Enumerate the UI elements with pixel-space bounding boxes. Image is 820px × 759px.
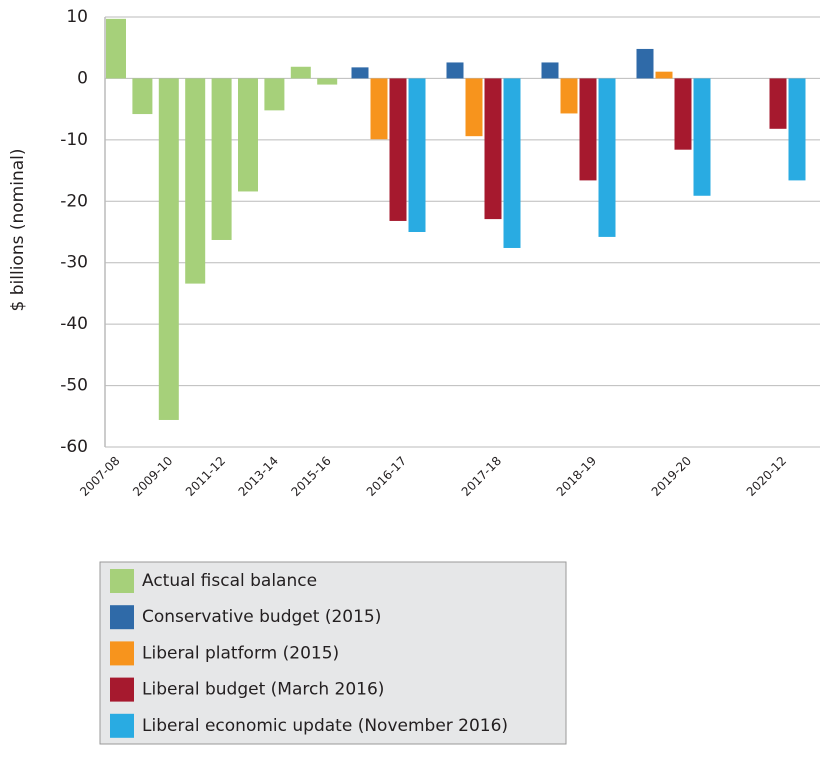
- bar: [238, 78, 258, 192]
- y-tick-label: -20: [60, 191, 88, 211]
- bar: [317, 78, 338, 85]
- bar: [636, 48, 654, 79]
- legend-label: Liberal economic update (November 2016): [142, 716, 508, 736]
- y-tick-label: -10: [60, 130, 88, 150]
- x-tick-label: 2019-20: [649, 454, 694, 499]
- bar: [211, 78, 232, 240]
- x-tick-label: 2011-12: [183, 454, 228, 499]
- y-tick-label: -60: [60, 437, 88, 457]
- bar: [290, 66, 311, 79]
- bar: [185, 78, 206, 284]
- x-tick-label: 2015-16: [288, 454, 333, 499]
- bar: [674, 78, 692, 150]
- y-tick-label: -30: [60, 253, 88, 273]
- x-tick-label: 2020-12: [744, 454, 789, 499]
- bar: [351, 67, 369, 79]
- legend-label: Liberal budget (March 2016): [142, 680, 384, 700]
- bar: [503, 78, 521, 248]
- legend-swatch: [110, 677, 134, 702]
- bar: [541, 62, 559, 79]
- bar: [446, 62, 464, 79]
- bar: [579, 78, 597, 181]
- x-tick-label: 2018-19: [554, 454, 599, 499]
- bar: [370, 78, 388, 140]
- x-tick-label: 2007-08: [77, 454, 122, 499]
- y-tick-label: 0: [77, 68, 88, 88]
- bar: [132, 78, 153, 115]
- bar: [408, 78, 426, 232]
- x-tick-label: 2013-14: [236, 454, 281, 499]
- bar: [560, 78, 578, 114]
- y-tick-label: -40: [60, 314, 88, 334]
- legend-swatch: [110, 641, 134, 666]
- legend-swatch: [110, 569, 134, 593]
- y-axis-label: $ billions (nominal): [8, 149, 28, 312]
- bar: [158, 78, 179, 420]
- bar: [465, 78, 483, 137]
- x-tick-label: 2009-10: [130, 454, 175, 499]
- x-tick-label: 2016-17: [364, 454, 409, 499]
- bar: [693, 78, 711, 196]
- bar: [788, 78, 806, 181]
- y-tick-label: -50: [60, 376, 88, 396]
- x-tick-label: 2017-18: [459, 454, 504, 499]
- legend-label: Actual fiscal balance: [142, 571, 317, 591]
- y-tick-label: 10: [66, 7, 88, 27]
- bar: [389, 78, 407, 221]
- legend-label: Liberal platform (2015): [142, 643, 339, 663]
- legend-box: [99, 561, 567, 745]
- bar: [264, 78, 285, 111]
- bar: [484, 78, 502, 220]
- legend-swatch: [110, 605, 134, 630]
- bar: [769, 78, 787, 129]
- bar: [598, 78, 616, 237]
- bar: [655, 71, 673, 79]
- legend-label: Conservative budget (2015): [142, 607, 381, 627]
- bar: [106, 18, 126, 79]
- legend-swatch: [110, 713, 134, 738]
